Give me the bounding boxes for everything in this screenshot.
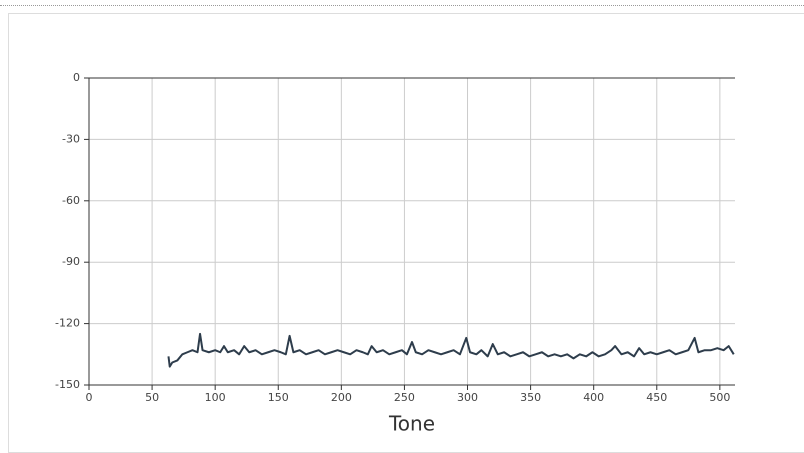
x-tick-label: 300 bbox=[457, 391, 478, 404]
data-line bbox=[167, 332, 735, 368]
x-tick-label: 0 bbox=[86, 391, 93, 404]
chart: Tone 0 -30 -60 -90 -120 -150 0 50 100 150 200 250 30… bbox=[55, 71, 735, 436]
y-tick-label: -150 bbox=[55, 378, 80, 391]
x-tick-label: 150 bbox=[268, 391, 289, 404]
page: Tone 0 -30 -60 -90 -120 -150 0 50 100 150 200 250 30… bbox=[0, 5, 804, 453]
x-tick-label: 500 bbox=[709, 391, 730, 404]
x-tick-label: 200 bbox=[331, 391, 352, 404]
x-tick-label: 400 bbox=[583, 391, 604, 404]
x-tick-label: 250 bbox=[394, 391, 415, 404]
y-tick-label: -120 bbox=[55, 317, 80, 330]
y-tick-label: 0 bbox=[73, 71, 80, 84]
y-tick-label: -90 bbox=[62, 255, 80, 268]
x-tick-label: 450 bbox=[646, 391, 667, 404]
separator bbox=[0, 5, 804, 6]
x-tick-label: 100 bbox=[205, 391, 226, 404]
y-tick-label: -60 bbox=[62, 194, 80, 207]
x-axis-title: Tone bbox=[388, 412, 435, 436]
x-tick-label: 350 bbox=[520, 391, 541, 404]
y-tick-label: -30 bbox=[62, 132, 80, 145]
x-tick-label: 50 bbox=[145, 391, 159, 404]
